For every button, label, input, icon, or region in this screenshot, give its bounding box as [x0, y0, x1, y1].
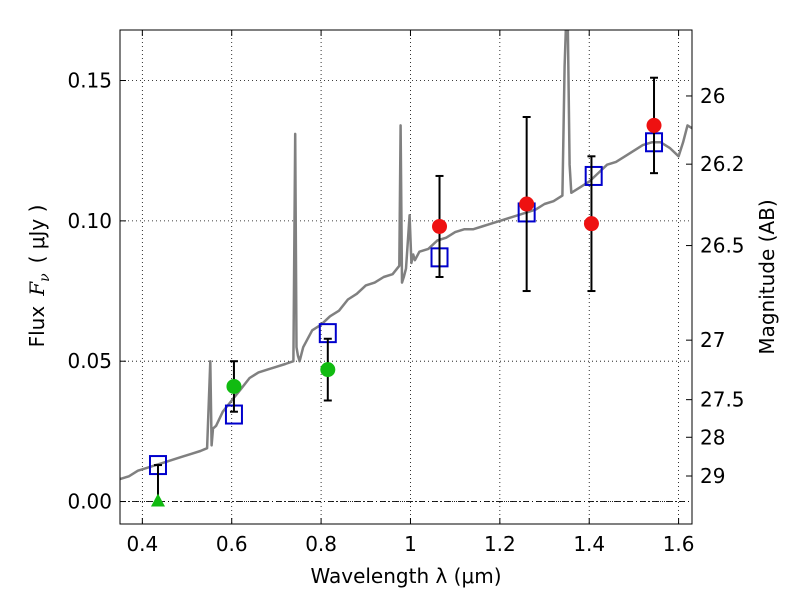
y-axis-label-unit: ( μJy ): [25, 205, 49, 264]
marker-layer: [148, 76, 664, 507]
sed-template-line: [120, 30, 692, 481]
green-triangle-marker: [150, 493, 165, 507]
green-data-point: [226, 378, 242, 394]
red-data-point: [646, 117, 662, 133]
x-tick-label: 1.6: [663, 532, 695, 556]
y-axis-label-flux: Flux: [25, 306, 49, 348]
y2-tick-label: 26: [700, 84, 725, 108]
green-data-point: [320, 362, 336, 378]
x-tick-label: 0.6: [216, 532, 248, 556]
red-data-point: [519, 196, 535, 212]
tick-layer: 0.4 0.6 0.8 1 1.2 1.4 1.6 0.00 0.05 0.10 0.15 26 26.…: [67, 30, 745, 556]
y2-tick-label: 29: [700, 464, 725, 488]
y2-tick-label: 26.5: [700, 234, 745, 258]
y-axis-label-nu: ν: [37, 273, 53, 282]
y-tick-label: 0.00: [67, 490, 112, 514]
model-square-marker: [584, 165, 603, 186]
sed-line-layer: [120, 30, 692, 481]
y-tick-label: 0.10: [67, 209, 112, 233]
x-tick-label: 0.8: [305, 532, 337, 556]
red-data-point: [583, 216, 599, 232]
x-axis-label: Wavelength λ (μm): [310, 564, 501, 588]
y2-tick-label: 26.2: [700, 152, 745, 176]
x-tick-label: 1: [404, 532, 417, 556]
x-tick-label: 0.4: [126, 532, 158, 556]
x-tick-label: 1.2: [484, 532, 516, 556]
y2-tick-label: 27: [700, 328, 725, 352]
red-data-point: [432, 218, 448, 234]
y2-tick-label: 28: [700, 425, 725, 449]
y2-axis-label: Magnitude (AB): [755, 199, 779, 354]
y-tick-label: 0.15: [67, 69, 112, 93]
x-tick-label: 1.4: [573, 532, 605, 556]
y-axis-label-f: F: [25, 281, 49, 297]
plot-frame: [119, 29, 693, 525]
y-tick-label: 0.05: [67, 349, 112, 373]
y-axis-label: Flux Fν ( μJy ): [25, 205, 53, 348]
y2-tick-label: 27.5: [700, 388, 745, 412]
